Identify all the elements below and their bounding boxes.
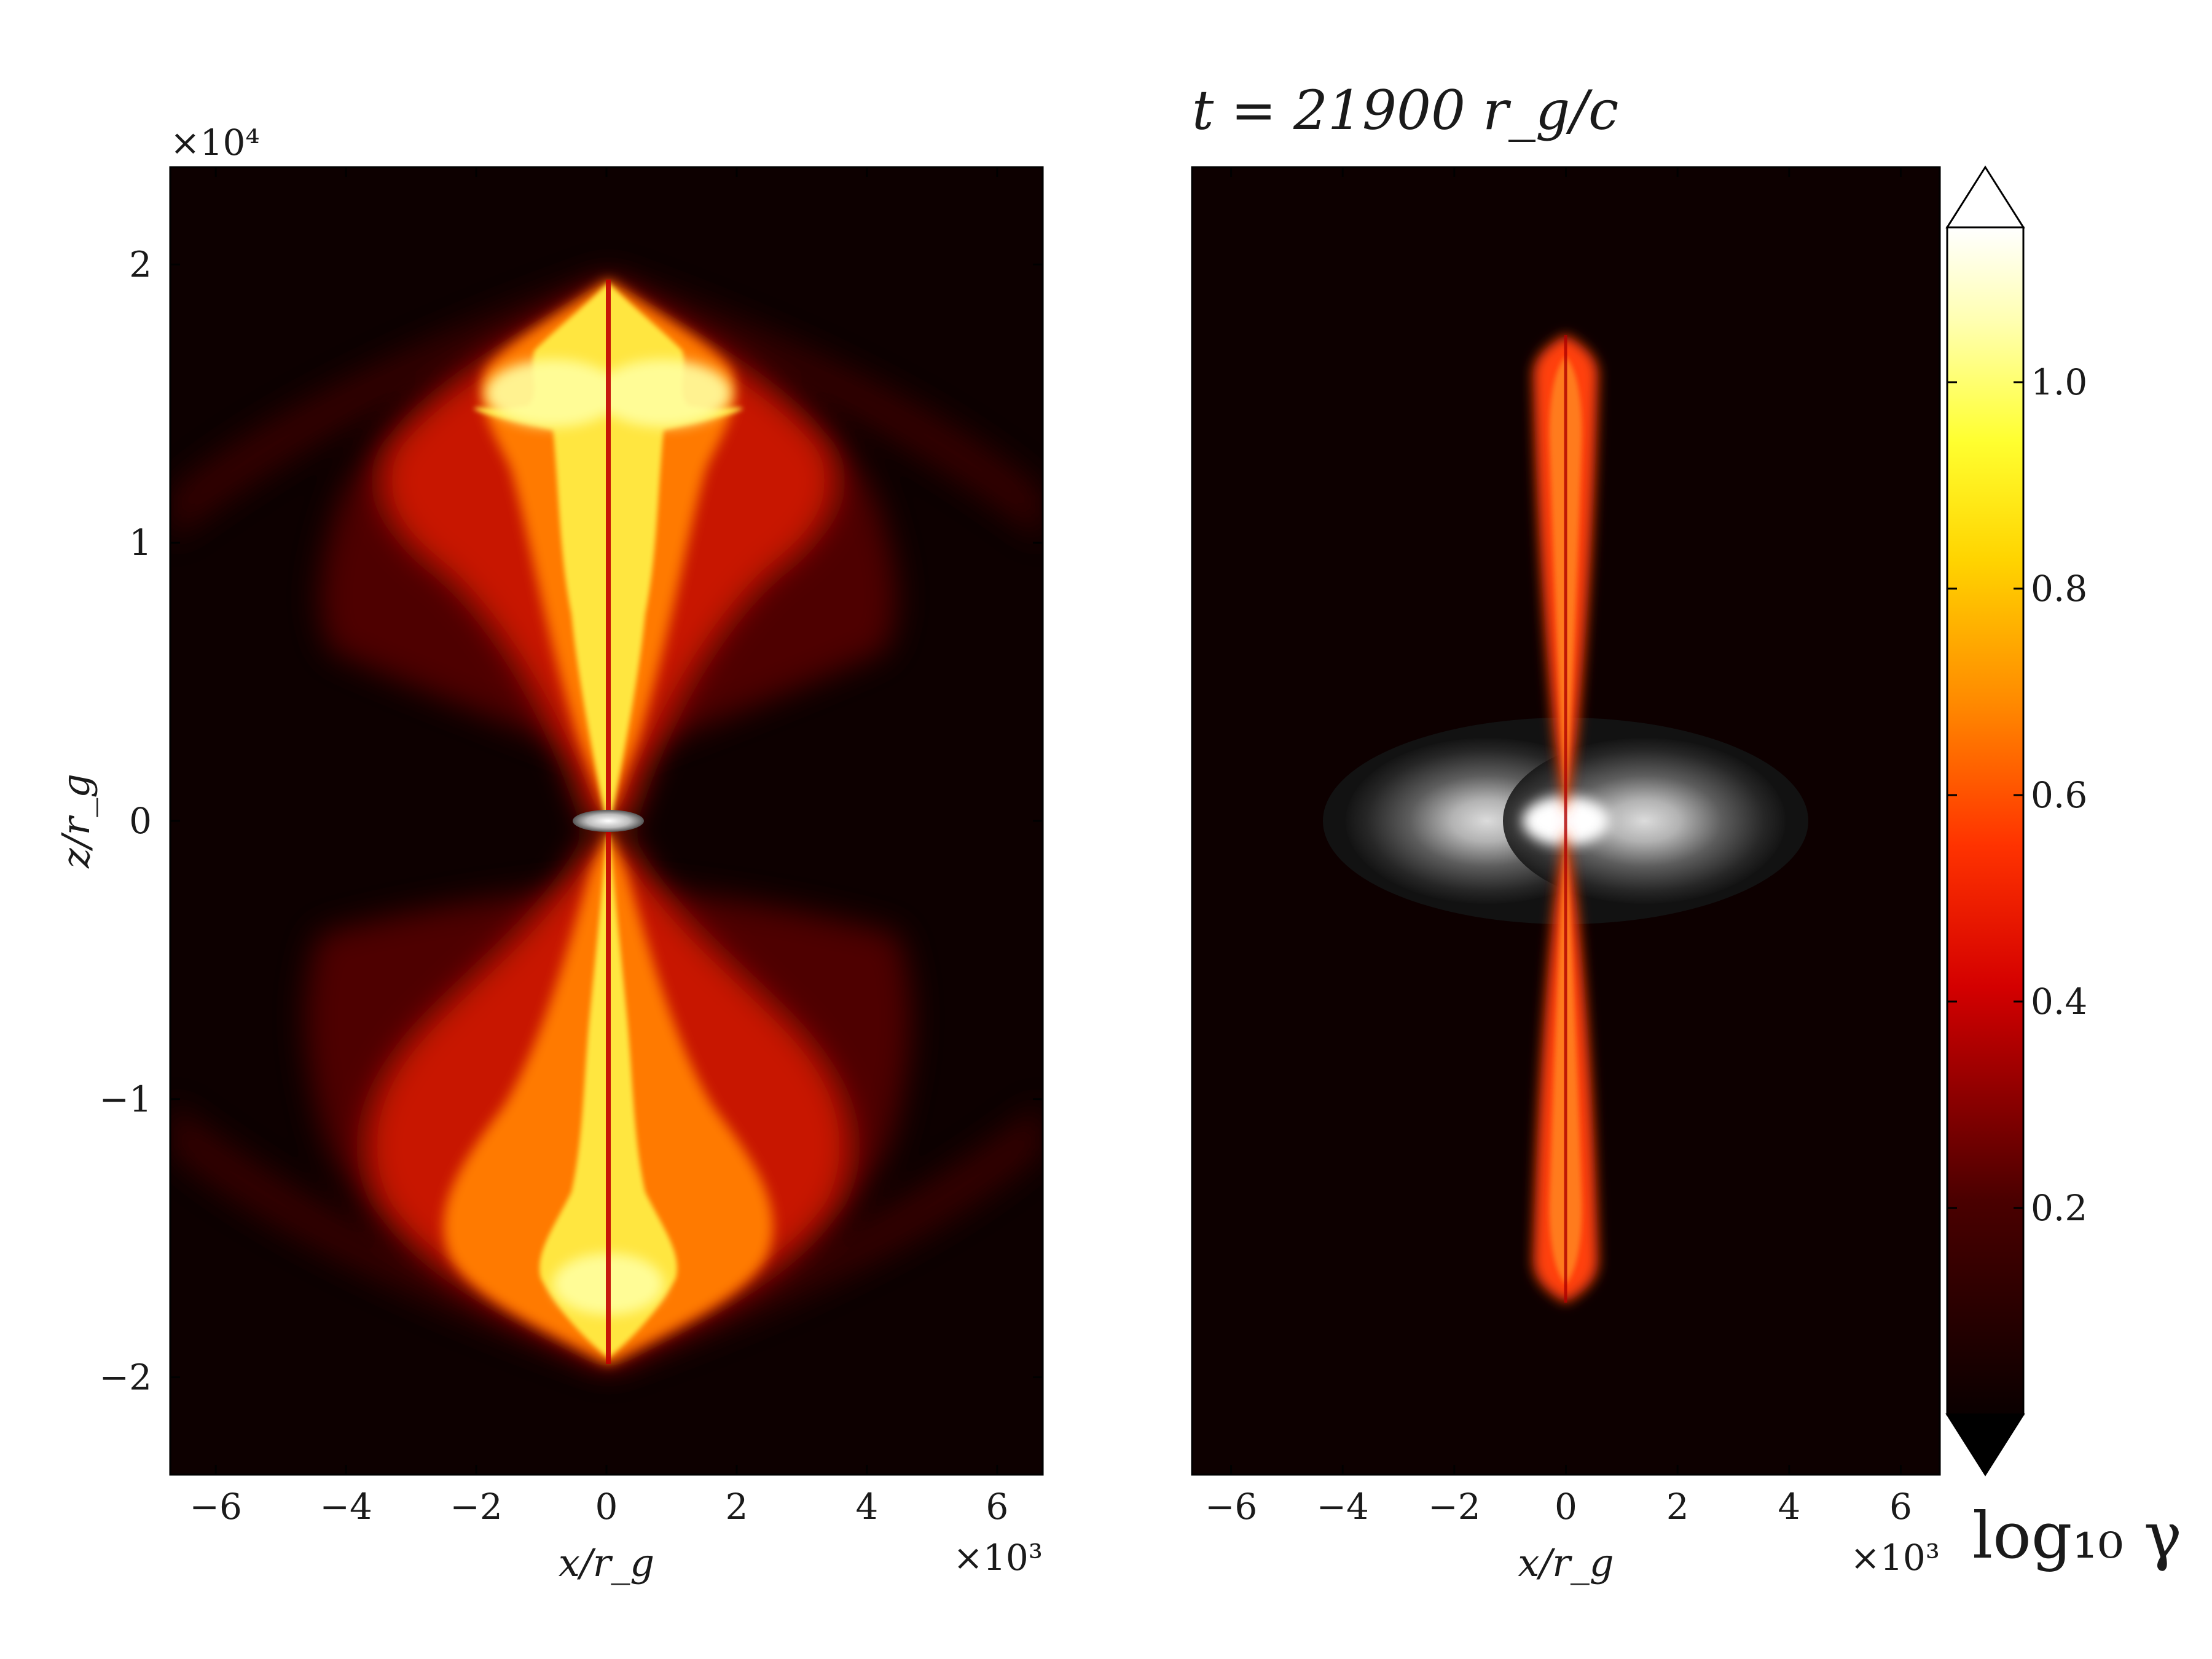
right-xtick-label: 0: [1555, 1486, 1577, 1528]
colorbar-tick-label: 0.2: [2031, 1187, 2087, 1229]
left-xtick-label: 6: [986, 1486, 1008, 1528]
colorbar-tick-label: 0.4: [2031, 981, 2087, 1022]
right-xtick-label: −2: [1428, 1486, 1481, 1528]
left-ytick-label: 1: [129, 522, 152, 563]
right-x-multiplier: ×10³: [1850, 1537, 1940, 1579]
left-hotspot-top-right: [596, 359, 731, 427]
right-xtick-label: 4: [1778, 1486, 1800, 1528]
left-ytick-label: −2: [100, 1357, 152, 1398]
colorbar-body: [1946, 226, 2025, 1416]
right-xtick-label: −6: [1205, 1486, 1258, 1528]
left-panel: −6 −4 −2 0 2 4 6 x/r_g ×10³ −2 −1 0 1 2 z/r_g ×10⁴: [53, 122, 1044, 1585]
right-xtick-label: 2: [1666, 1486, 1689, 1528]
right-disk-right-lobe: [1503, 738, 1786, 904]
left-xtick-label: −6: [189, 1486, 242, 1528]
left-y-multiplier: ×10⁴: [170, 122, 260, 163]
left-disk: [573, 810, 644, 832]
colorbar-tick-label: 0.8: [2031, 568, 2087, 610]
colorbar-tick-label: 1.0: [2031, 361, 2087, 403]
right-field-image: [1323, 335, 1808, 1303]
left-outer-shell-bottom: [170, 1103, 1043, 1373]
right-xtick-label: 6: [1889, 1486, 1912, 1528]
colorbar: 0.2 0.4 0.6 0.8 1.0 log₁₀ γ: [1945, 165, 2182, 1573]
left-xtick-label: 0: [595, 1486, 618, 1528]
right-xtick-label: −4: [1316, 1486, 1369, 1528]
left-xtick-label: 2: [725, 1486, 748, 1528]
right-panel: −6 −4 −2 0 2 4 6 x/r_g ×10³ t = 21900 r_g/c: [1191, 79, 1941, 1585]
left-xlabel: x/r_g: [559, 1540, 654, 1585]
left-x-multiplier: ×10³: [953, 1537, 1043, 1579]
left-outer-shell-top: [170, 270, 1043, 541]
left-ytick-label: −1: [100, 1078, 152, 1120]
left-ylabel: z/r_g: [53, 774, 98, 869]
left-axes: −6 −4 −2 0 2 4 6 x/r_g ×10³ −2 −1 0 1 2 z/r_g ×10⁴: [53, 122, 1043, 1585]
colorbar-label: log₁₀ γ: [1972, 1498, 2182, 1573]
colorbar-tick-label: 0.6: [2031, 774, 2087, 816]
right-axes: −6 −4 −2 0 2 4 6 x/r_g ×10³: [1205, 167, 1940, 1585]
right-xlabel: x/r_g: [1518, 1540, 1614, 1585]
left-xtick-label: −2: [450, 1486, 503, 1528]
colorbar-extend-top: [1945, 165, 2025, 229]
left-field-image: [170, 270, 1043, 1373]
colorbar-ticks: 0.2 0.4 0.6 0.8 1.0: [1947, 361, 2087, 1229]
left-ytick-label: 2: [129, 243, 152, 285]
colorbar-extend-bottom: [1945, 1413, 2025, 1477]
left-xtick-label: −4: [320, 1486, 372, 1528]
left-xtick-label: 4: [855, 1486, 878, 1528]
left-ytick-label: 0: [129, 800, 152, 842]
left-hotspot-top-left: [485, 359, 621, 427]
right-title: t = 21900 r_g/c: [1192, 79, 1618, 142]
